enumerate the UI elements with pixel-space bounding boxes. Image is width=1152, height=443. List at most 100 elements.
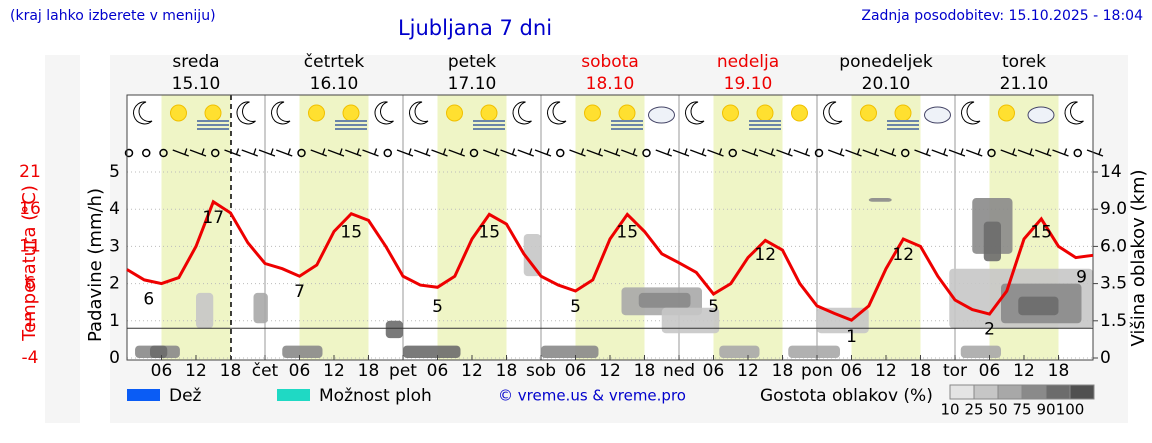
wind-barb (396, 148, 414, 157)
x-tick-label: čet (252, 361, 279, 381)
day-name: četrtek (304, 52, 365, 72)
day-name: petek (448, 52, 496, 72)
x-tick-label: 06 (289, 361, 311, 381)
y-tick-label: 5 (109, 162, 120, 182)
wind-barb (569, 148, 586, 157)
moon-icon (512, 101, 532, 125)
cloud-patch (817, 307, 869, 334)
cloud-patch (983, 221, 1001, 262)
temp-axis-label: Temperatura (°C) (19, 185, 40, 342)
x-tick-label: 12 (185, 361, 207, 381)
x-tick-label: 06 (841, 361, 863, 381)
wind-calm (124, 148, 134, 158)
sun-icon (480, 104, 498, 122)
temp-label: 6 (143, 290, 154, 310)
y-tick-label: 0 (109, 348, 120, 368)
left-panel (45, 55, 80, 423)
x-tick-label: 06 (427, 361, 449, 381)
moon-icon (236, 101, 256, 125)
temp-label: 7 (294, 282, 305, 302)
wind-barb (690, 148, 707, 157)
x-tick-label: 12 (737, 361, 759, 381)
wind-barb (948, 148, 966, 157)
wind-barb (759, 148, 776, 157)
legend-label: Dež (169, 386, 202, 406)
wind-barb (603, 148, 621, 157)
wind-calm (728, 148, 737, 158)
cloud-patch (868, 198, 892, 202)
wind-barb (741, 148, 759, 157)
density-swatch (1069, 384, 1095, 400)
cloud-patch (196, 292, 214, 329)
wind-barb (1086, 148, 1104, 157)
wind-barb (500, 148, 517, 157)
wind-calm (901, 148, 910, 158)
legend-label: Možnost ploh (319, 386, 432, 406)
sun-icon (860, 104, 877, 122)
cloud-icon (924, 106, 951, 124)
density-swatch (1021, 384, 1047, 400)
wind-barb (276, 148, 293, 157)
temp-label: 2 (984, 319, 995, 339)
wind-barb (189, 148, 207, 157)
daylight-band (575, 95, 645, 360)
wind-barb (362, 148, 379, 157)
sun-icon (894, 104, 912, 122)
wind-calm (642, 148, 651, 158)
wind-barb (845, 148, 862, 157)
wind-barb (310, 148, 327, 157)
wind-calm (297, 148, 306, 158)
x-tick-label: 12 (323, 361, 345, 381)
cloud-icon (1027, 106, 1055, 124)
day-name: nedelja (717, 52, 779, 72)
temp-tick-label: -4 (22, 348, 39, 368)
y-tick-label: 2 (109, 274, 120, 294)
y2-tick-label: 14 (1100, 162, 1122, 182)
wind-calm (142, 148, 151, 158)
temp-label: 5 (432, 297, 443, 317)
cloud-patch (1018, 296, 1059, 316)
wind-calm (556, 148, 565, 158)
wind-barb (672, 148, 690, 157)
x-tick-label: 18 (634, 361, 656, 381)
density-tick-label: 90 (1036, 401, 1055, 419)
temp-label: 1 (846, 327, 857, 347)
day-date: 15.10 (172, 74, 221, 94)
wind-barb (1017, 148, 1035, 157)
cloud-patch (282, 345, 323, 358)
temp-tick-label: 11 (19, 236, 41, 256)
day-name: sreda (172, 52, 219, 72)
cloud-patch (523, 234, 541, 277)
x-tick-label: 06 (703, 361, 725, 381)
wind-calm (1073, 148, 1082, 158)
y2-tick-label: 9.0 (1100, 199, 1127, 219)
y2-tick-label: 3.5 (1100, 274, 1127, 294)
sun-icon (342, 104, 360, 122)
updated: Zadnja posodobitev: 15.10.2025 - 18:04 (861, 8, 1143, 24)
density-swatch (1045, 384, 1071, 400)
legend-swatch (127, 389, 160, 401)
temp-tick-label: 21 (19, 162, 41, 182)
x-tick-label: 06 (979, 361, 1001, 381)
day-date: 18.10 (586, 74, 635, 94)
wind-barb (914, 148, 931, 157)
sun-icon (308, 104, 325, 122)
cloud-patch (253, 292, 268, 324)
temp-label: 5 (708, 297, 719, 317)
wind-barb (224, 148, 241, 157)
day-date: 20.10 (862, 74, 911, 94)
temp-label: 12 (754, 245, 776, 265)
temp-label: 5 (570, 297, 581, 317)
y2-tick-label: 1.5 (1100, 311, 1127, 331)
moon-icon (547, 101, 567, 125)
cloud-patch (150, 345, 168, 358)
density-swatch (997, 384, 1023, 400)
moon-icon (374, 101, 394, 125)
chart-title: Ljubljana 7 dni (398, 16, 552, 40)
cloud-patch (719, 345, 760, 358)
moon-icon (1064, 101, 1084, 125)
sun-icon (204, 104, 222, 122)
wind-barb (707, 148, 724, 157)
density-swatch (949, 384, 975, 400)
temp-tick-label: 16 (19, 199, 41, 219)
